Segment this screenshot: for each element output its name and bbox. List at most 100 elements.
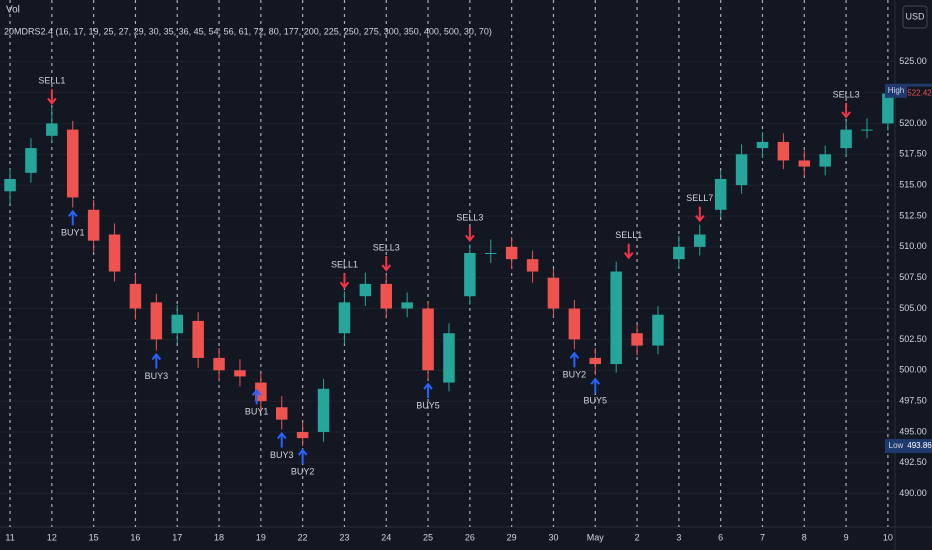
candle-body — [192, 320, 204, 358]
candle-body — [359, 283, 372, 297]
candle-body — [317, 388, 330, 432]
y-tick-label: 495.00 — [899, 426, 927, 436]
x-tick-label: 16 — [130, 532, 140, 542]
candle-body — [756, 141, 769, 149]
signal-label: SELL3 — [456, 213, 483, 223]
price-tag-bg — [907, 439, 932, 454]
x-tick-label: 8 — [802, 532, 807, 542]
x-tick-label: 15 — [89, 532, 99, 542]
currency-button[interactable] — [902, 5, 928, 29]
x-tick-label: 24 — [381, 532, 391, 542]
signal-label: BUY1 — [61, 228, 85, 238]
candle-body — [66, 129, 79, 198]
indicator-label[interactable]: 20MDRS2.4 (16, 17, 19, 25, 27, 29, 30, 3… — [4, 26, 492, 36]
candle-body — [401, 302, 413, 309]
y-tick-label: 520.00 — [899, 118, 927, 128]
candle-body — [526, 259, 539, 272]
signal-label: BUY2 — [563, 370, 587, 380]
candle-body — [694, 234, 706, 247]
price-tag: 522.42 — [907, 89, 932, 98]
x-tick-label: 29 — [507, 532, 517, 542]
candle-body — [296, 431, 309, 439]
candle-body — [505, 246, 518, 260]
signal-arrow-head — [251, 388, 262, 396]
y-tick-label: 515.00 — [899, 180, 927, 190]
candle-body — [568, 308, 581, 340]
signal-arrow-head — [297, 448, 308, 456]
x-tick-label: 17 — [172, 532, 182, 542]
x-tick-label: 7 — [760, 532, 765, 542]
candle-body — [464, 253, 476, 297]
x-tick-label: 22 — [298, 532, 308, 542]
price-tag-name-bg — [885, 83, 907, 98]
x-tick-label: 10 — [883, 532, 893, 542]
candle-body — [819, 154, 831, 167]
candle-body — [380, 283, 393, 309]
signal-label: SELL1 — [38, 76, 65, 86]
signal-label: BUY5 — [416, 401, 440, 411]
signal-arrow-head — [569, 351, 580, 359]
signal-arrow-head — [623, 252, 634, 260]
x-tick-label: 9 — [844, 532, 849, 542]
signal-arrow-head — [339, 281, 350, 289]
x-tick-label: 12 — [47, 532, 57, 542]
candle-body — [714, 178, 727, 210]
candle-body — [422, 308, 434, 371]
candle-body — [25, 148, 37, 173]
candle-body — [171, 314, 183, 334]
y-tick-label: 490.00 — [899, 488, 927, 498]
candle-body — [589, 357, 602, 365]
candle-body — [735, 154, 748, 186]
signal-arrow-head — [67, 209, 78, 217]
x-tick-label: 25 — [423, 532, 433, 542]
signal-arrow-head — [381, 264, 392, 272]
candle-body — [276, 407, 288, 420]
vol-label: Vol — [6, 5, 20, 16]
signal-label: SELL3 — [373, 242, 400, 252]
candle-body — [4, 178, 16, 192]
signal-arrow-head — [841, 111, 851, 119]
candle-body — [547, 277, 560, 309]
y-tick-label: 507.50 — [899, 272, 927, 282]
price-tag: 493.86 — [907, 441, 932, 450]
signal-label: SELL3 — [833, 89, 860, 99]
signal-arrow-head — [423, 382, 433, 390]
candle-body — [631, 333, 643, 346]
signal-label: SELL1 — [615, 230, 642, 240]
candle-body — [882, 93, 894, 124]
price-tag-bg — [907, 86, 932, 101]
signal-arrow-head — [590, 377, 601, 385]
signal-arrow-head — [465, 234, 475, 242]
price-tag-name: High — [888, 86, 904, 95]
candle-body — [610, 271, 622, 365]
candle-body — [652, 314, 664, 346]
signal-label: BUY3 — [145, 371, 169, 381]
candle-body — [861, 129, 873, 131]
x-tick-label: 2 — [635, 532, 640, 542]
signal-label: BUY2 — [291, 466, 315, 476]
y-tick-label: 510.00 — [899, 241, 927, 251]
x-tick-label: 3 — [676, 532, 681, 542]
x-tick-label: 23 — [339, 532, 349, 542]
x-tick-label: 6 — [718, 532, 723, 542]
candle-body — [87, 209, 100, 241]
candle-body — [338, 302, 351, 334]
price-tag-name: Low — [889, 441, 904, 450]
signal-label: SELL7 — [686, 193, 713, 203]
candle-body — [46, 123, 58, 136]
x-tick-label: 19 — [256, 532, 266, 542]
y-tick-label: 497.50 — [899, 395, 927, 405]
candle-body — [673, 246, 685, 260]
currency-label[interactable]: USD — [905, 11, 925, 21]
signal-label: SELL1 — [331, 260, 358, 270]
y-tick-label: 502.50 — [899, 334, 927, 344]
y-tick-label: 512.50 — [899, 210, 927, 220]
x-tick-label: 26 — [465, 532, 475, 542]
candle-body — [129, 283, 142, 309]
candle-body — [443, 333, 455, 383]
y-tick-label: 525.00 — [899, 56, 927, 66]
x-tick-label: 30 — [548, 532, 558, 542]
candle-body — [255, 382, 267, 402]
